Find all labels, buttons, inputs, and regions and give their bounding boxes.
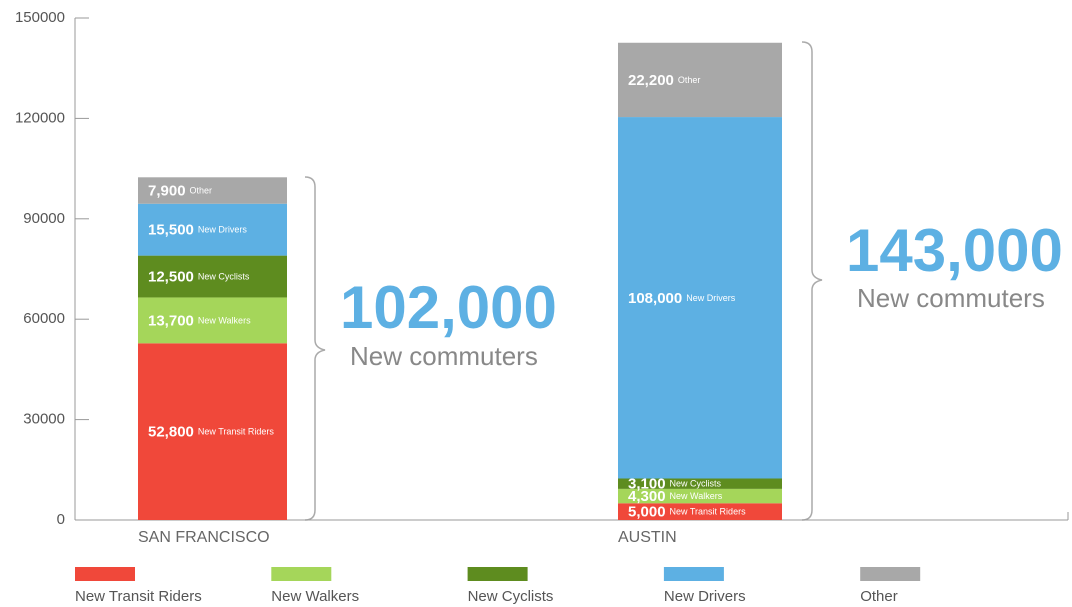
segment-name: New Transit Riders — [670, 507, 747, 517]
data-label: 7,900 Other — [148, 182, 212, 199]
legend-swatch — [467, 567, 528, 581]
data-label: 13,700 New Walkers — [148, 312, 251, 329]
x-tick-label: SAN FRANCISCO — [138, 529, 270, 546]
y-tick-label: 150000 — [15, 9, 65, 26]
bar-segment — [138, 255, 287, 298]
value-label: 5,000 — [628, 504, 666, 521]
value-label: 22,200 — [628, 72, 674, 89]
data-label: 12,500 New Cyclists — [148, 268, 250, 285]
bar-segment — [618, 503, 782, 520]
legend-swatch — [663, 567, 724, 581]
segment-name: Other — [190, 186, 213, 196]
total: 143,000 — [846, 217, 1063, 284]
data-label: 3,100 New Cyclists — [628, 476, 722, 493]
segment-name: New Transit Riders — [198, 427, 275, 437]
x-tick-label: AUSTIN — [618, 529, 677, 546]
segment-name: New Drivers — [686, 293, 736, 303]
legend-label: Other — [860, 588, 898, 605]
value-label: 13,700 — [148, 312, 194, 329]
legend-label: New Drivers — [664, 588, 746, 605]
brace — [304, 176, 326, 521]
segment-name: New Walkers — [198, 316, 251, 326]
bar-segment — [138, 297, 287, 344]
value-label: 52,800 — [148, 424, 194, 441]
value-label: 7,900 — [148, 182, 186, 199]
legend-label: New Cyclists — [468, 588, 554, 605]
legend-swatch — [75, 567, 135, 581]
data-label: 4,300 New Walkers — [628, 488, 723, 505]
bar-segment — [618, 478, 782, 489]
legend-label: New Transit Riders — [75, 588, 202, 605]
total-caption: New commuters — [350, 341, 538, 371]
brace — [801, 41, 823, 521]
y-tick-label: 60000 — [23, 310, 65, 327]
value-label: 15,500 — [148, 222, 194, 239]
segment-name: New Cyclists — [198, 272, 250, 282]
value-label: 3,100 — [628, 476, 666, 493]
data-label: 22,200 Other — [628, 72, 700, 89]
bar-segment — [618, 42, 782, 118]
bar-segment — [618, 488, 782, 504]
segment-name: Other — [678, 75, 701, 85]
segment-name: New Cyclists — [670, 479, 722, 489]
value-label: 4,300 — [628, 488, 666, 505]
bar-segment — [138, 343, 287, 520]
legend-swatch — [860, 567, 921, 581]
y-tick-label: 30000 — [23, 411, 65, 428]
data-label: 5,000 New Transit Riders — [628, 504, 746, 521]
total-caption: New commuters — [857, 283, 1045, 313]
value-label: 108,000 — [628, 290, 682, 307]
bar-segment — [138, 203, 287, 256]
segment-name: New Drivers — [198, 225, 248, 235]
y-tick-label: 90000 — [23, 210, 65, 227]
bar-segment — [618, 117, 782, 479]
y-tick-label: 0 — [57, 511, 65, 528]
y-tick-label: 120000 — [15, 109, 65, 126]
data-label: 52,800 New Transit Riders — [148, 424, 274, 441]
value-label: 12,500 — [148, 268, 194, 285]
segment-name: New Walkers — [670, 491, 723, 501]
legend-swatch — [271, 567, 332, 581]
data-label: 15,500 New Drivers — [148, 222, 247, 239]
legend-label: New Walkers — [271, 588, 359, 605]
data-label: 108,000 New Drivers — [628, 290, 736, 307]
total: 102,000 — [340, 274, 557, 341]
bar-segment — [138, 177, 287, 204]
